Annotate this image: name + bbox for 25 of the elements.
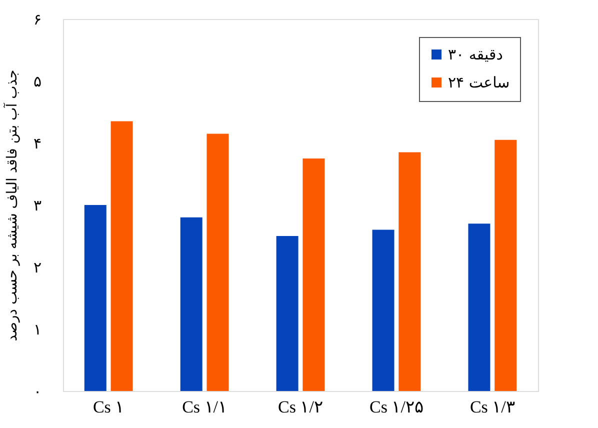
bar: [110, 121, 133, 391]
x-tick-label: Cs ۱: [92, 398, 124, 416]
y-tick-label: ۱: [34, 322, 42, 338]
bar: [206, 134, 229, 391]
bar: [398, 152, 421, 391]
y-tick-label: ۳: [34, 198, 42, 214]
bar: [302, 158, 325, 391]
bar: [494, 140, 517, 391]
x-tick-label: Cs ۱/۲۵: [369, 398, 424, 416]
y-tick-label: ۴: [34, 136, 42, 152]
bar: [276, 236, 298, 391]
x-tick-label: Cs ۱/۱: [182, 398, 228, 416]
x-tick-label: Cs ۱/۳: [470, 398, 515, 416]
bar: [180, 217, 202, 391]
y-tick-label: ۰: [34, 384, 42, 400]
x-tick-label: Cs ۱/۲: [278, 398, 323, 416]
y-tick-label: ۲: [34, 260, 42, 276]
y-tick-label: ۵: [34, 74, 42, 90]
legend-label: ۳۰ دقیقه: [448, 46, 503, 64]
y-tick-label: ۶: [34, 12, 42, 28]
bar: [372, 230, 394, 391]
legend-label: ۲۴ ساعت: [448, 74, 510, 92]
bar: [84, 205, 106, 391]
y-axis-title: جذب آب بتن فاقد الیاف شیشه بر حسب درصد: [2, 70, 20, 342]
bar: [468, 224, 490, 391]
